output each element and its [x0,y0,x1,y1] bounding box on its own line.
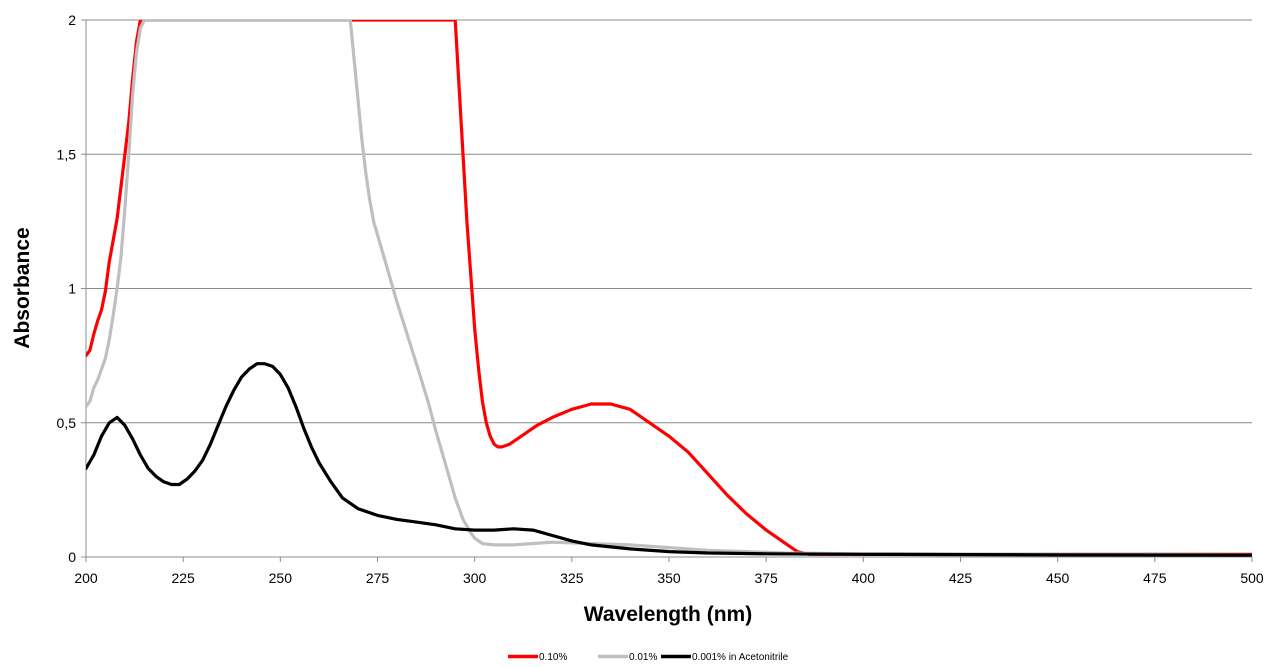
y-tick-label-4: 2 [68,12,76,28]
y-tick-label-3: 1,5 [57,146,77,162]
legend-item-1: 0.01% [598,652,657,663]
series-line-1 [86,20,1252,557]
legend-label-1: 0.01% [629,652,657,663]
x-tick-label-10: 450 [1046,570,1070,586]
series-line-0 [86,20,1252,556]
x-tick-label-0: 200 [74,570,98,586]
x-tick-label-6: 350 [657,570,681,586]
x-tick-label-11: 475 [1143,570,1167,586]
x-tick-label-4: 300 [463,570,487,586]
series-lines [86,20,1252,557]
y-tick-labels: 0 0,5 1 1,5 2 [57,12,77,565]
legend-label-2: 0.001% in Acetonitrile [692,652,789,663]
x-tick-label-5: 325 [560,570,584,586]
x-tick-label-7: 375 [754,570,778,586]
legend-label-0: 0.10% [539,652,567,663]
x-tick-labels: 200 225 250 275 300 325 350 375 400 425 450 475 500 [74,570,1264,586]
x-tick-label-1: 225 [171,570,195,586]
legend: 0.10% 0.01% 0.001% in Acetonitrile [508,652,789,663]
x-tick-label-12: 500 [1240,570,1264,586]
y-tick-label-1: 0,5 [57,415,77,431]
x-tick-label-2: 250 [269,570,293,586]
legend-item-0: 0.10% [508,652,567,663]
x-tick-label-8: 400 [852,570,876,586]
series-line-2 [86,362,1252,557]
axes [81,19,1253,562]
y-axis-title: Absorbance [11,227,34,348]
legend-item-2: 0.001% in Acetonitrile [661,652,789,663]
y-tick-label-0: 0 [68,549,76,565]
y-tick-label-2: 1 [68,281,76,297]
x-tick-label-3: 275 [366,570,390,586]
x-axis-title: Wavelength (nm) [584,603,752,626]
x-tick-label-9: 425 [949,570,973,586]
